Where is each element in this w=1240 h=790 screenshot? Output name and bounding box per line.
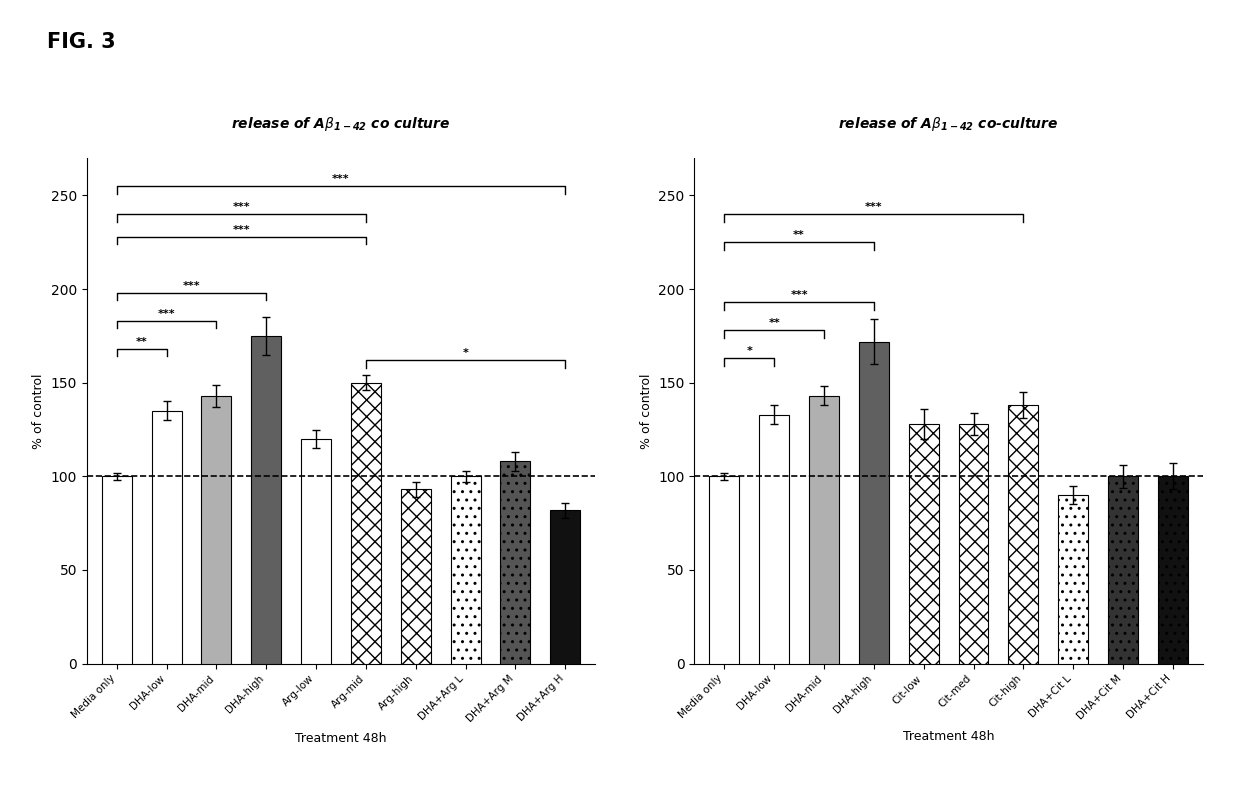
Bar (1109, 476, 1138, 664)
Text: FIG. 3: FIG. 3 (47, 32, 115, 51)
Bar (1008, 405, 1038, 664)
Text: **: ** (135, 337, 148, 347)
X-axis label: Treatment 48h: Treatment 48h (295, 732, 387, 745)
Text: **: ** (769, 318, 780, 329)
Y-axis label: % of control: % of control (32, 373, 45, 449)
Bar (501, 461, 531, 664)
Bar (759, 415, 789, 664)
Bar (709, 476, 739, 664)
Text: ***: *** (233, 225, 250, 235)
Text: **: ** (794, 231, 805, 240)
Text: ***: *** (790, 290, 808, 300)
Bar (401, 490, 430, 664)
Y-axis label: % of control: % of control (640, 373, 652, 449)
Bar (252, 336, 281, 664)
Text: ***: *** (866, 202, 883, 213)
Text: ***: *** (157, 309, 175, 319)
Bar (151, 411, 181, 664)
Bar (1158, 476, 1188, 664)
Text: *: * (463, 348, 469, 359)
Bar (102, 476, 131, 664)
Bar (1058, 495, 1089, 664)
Bar (301, 439, 331, 664)
Bar (959, 424, 988, 664)
Bar (450, 476, 481, 664)
Bar (201, 396, 232, 664)
Text: release of A$\beta$$_{\mathregular{1-42}}$ co-culture: release of A$\beta$$_{\mathregular{1-42}… (838, 115, 1059, 133)
Bar (808, 396, 839, 664)
Text: ***: *** (332, 175, 350, 184)
Text: release of A$\beta$$_{\mathregular{1-42}}$ co culture: release of A$\beta$$_{\mathregular{1-42}… (231, 115, 451, 133)
Text: ***: *** (233, 202, 250, 213)
Text: *: * (746, 347, 753, 356)
Bar (551, 510, 580, 664)
Bar (859, 341, 889, 664)
Text: ***: *** (182, 281, 201, 291)
Bar (909, 424, 939, 664)
X-axis label: Treatment 48h: Treatment 48h (903, 730, 994, 743)
Bar (351, 382, 381, 664)
